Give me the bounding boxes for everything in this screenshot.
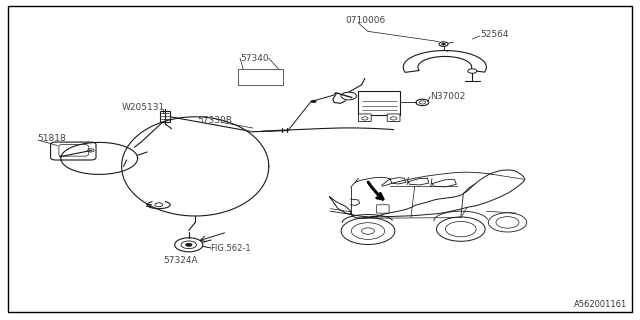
Circle shape <box>341 218 395 244</box>
Text: A562001161: A562001161 <box>574 300 627 309</box>
FancyBboxPatch shape <box>358 114 371 122</box>
Text: N37002: N37002 <box>430 92 465 101</box>
FancyBboxPatch shape <box>51 142 96 160</box>
Circle shape <box>496 217 519 228</box>
Text: 51818: 51818 <box>37 134 66 143</box>
Text: 57330B: 57330B <box>197 116 232 125</box>
FancyBboxPatch shape <box>160 111 170 122</box>
FancyBboxPatch shape <box>59 145 88 156</box>
Text: 57324A: 57324A <box>163 256 198 265</box>
FancyBboxPatch shape <box>376 205 389 213</box>
FancyBboxPatch shape <box>387 114 400 122</box>
Circle shape <box>88 149 94 152</box>
Text: 57340: 57340 <box>240 54 269 63</box>
Text: 0710006: 0710006 <box>346 16 386 25</box>
Circle shape <box>488 213 527 232</box>
Circle shape <box>436 217 485 241</box>
FancyBboxPatch shape <box>358 91 400 115</box>
Circle shape <box>390 117 397 120</box>
Circle shape <box>175 238 203 252</box>
Circle shape <box>468 69 477 73</box>
Text: FIG.562-1: FIG.562-1 <box>210 244 250 253</box>
Circle shape <box>341 92 356 100</box>
Circle shape <box>181 241 196 249</box>
Circle shape <box>311 100 316 103</box>
Circle shape <box>416 99 429 106</box>
Circle shape <box>351 223 385 239</box>
Circle shape <box>439 42 448 46</box>
Polygon shape <box>403 51 486 72</box>
Text: W205131: W205131 <box>122 103 165 112</box>
Circle shape <box>155 203 163 207</box>
Circle shape <box>445 221 476 237</box>
Circle shape <box>362 117 368 120</box>
Circle shape <box>362 228 374 234</box>
Text: 52564: 52564 <box>480 30 509 39</box>
Circle shape <box>186 243 192 246</box>
Circle shape <box>419 101 426 104</box>
Circle shape <box>442 43 445 45</box>
